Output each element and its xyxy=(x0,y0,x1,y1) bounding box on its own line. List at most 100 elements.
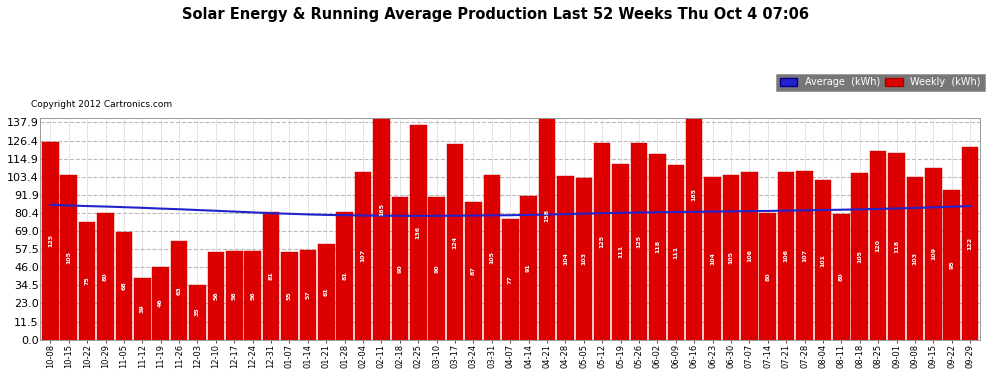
Text: 103: 103 xyxy=(581,252,586,266)
Legend: Average  (kWh), Weekly  (kWh): Average (kWh), Weekly (kWh) xyxy=(776,74,985,92)
Text: 91: 91 xyxy=(526,264,531,272)
Bar xyxy=(318,244,335,340)
Text: 56: 56 xyxy=(214,291,219,300)
Bar xyxy=(851,174,868,340)
Text: 105: 105 xyxy=(489,251,494,264)
Bar xyxy=(870,151,886,340)
Bar xyxy=(888,153,905,340)
Text: 68: 68 xyxy=(122,281,127,290)
Text: 77: 77 xyxy=(508,275,513,284)
Bar xyxy=(943,189,960,340)
Bar xyxy=(281,252,298,340)
Bar xyxy=(152,267,169,340)
Text: 87: 87 xyxy=(471,267,476,275)
Bar xyxy=(171,241,187,340)
Text: 57: 57 xyxy=(305,291,311,299)
Bar xyxy=(483,175,500,340)
Text: 80: 80 xyxy=(765,272,770,280)
Text: 75: 75 xyxy=(84,276,90,285)
Bar xyxy=(189,285,206,340)
Bar xyxy=(796,171,813,340)
Text: 90: 90 xyxy=(435,264,440,273)
Bar xyxy=(79,222,95,340)
Text: 80: 80 xyxy=(839,272,843,281)
Bar xyxy=(502,219,519,340)
Bar xyxy=(521,196,537,340)
Bar xyxy=(631,142,647,340)
Text: 185: 185 xyxy=(692,188,697,201)
Bar xyxy=(262,212,279,340)
Bar xyxy=(594,142,611,340)
Text: 111: 111 xyxy=(618,245,623,258)
Bar xyxy=(134,279,150,340)
Bar xyxy=(778,172,794,340)
Bar xyxy=(925,168,941,340)
Bar xyxy=(759,213,776,340)
Bar xyxy=(446,144,463,340)
Text: 103: 103 xyxy=(913,252,918,265)
Bar xyxy=(465,202,482,340)
Bar xyxy=(649,154,665,340)
Bar xyxy=(226,251,243,340)
Text: 63: 63 xyxy=(176,286,181,294)
Bar xyxy=(429,197,445,340)
Bar xyxy=(97,213,114,340)
Text: 111: 111 xyxy=(673,246,678,259)
Bar xyxy=(354,172,371,340)
Text: 106: 106 xyxy=(784,249,789,262)
Text: 106: 106 xyxy=(746,249,751,262)
Text: 105: 105 xyxy=(729,251,734,264)
Text: 105: 105 xyxy=(66,251,71,264)
Text: 80: 80 xyxy=(103,272,108,281)
Text: 56: 56 xyxy=(232,291,237,300)
Text: 35: 35 xyxy=(195,308,200,316)
Text: 46: 46 xyxy=(158,299,163,307)
Bar xyxy=(907,177,924,340)
Bar xyxy=(667,165,684,340)
Bar xyxy=(539,91,555,340)
Text: 95: 95 xyxy=(949,260,954,269)
Text: 165: 165 xyxy=(379,203,384,216)
Text: Copyright 2012 Cartronics.com: Copyright 2012 Cartronics.com xyxy=(31,100,172,109)
Bar xyxy=(686,49,703,340)
Text: 120: 120 xyxy=(875,239,881,252)
Text: 136: 136 xyxy=(416,226,421,239)
Bar xyxy=(245,251,261,340)
Bar xyxy=(704,177,721,340)
Bar xyxy=(723,175,740,340)
Text: 81: 81 xyxy=(343,272,347,280)
Bar xyxy=(300,250,316,340)
Bar xyxy=(208,252,224,340)
Bar xyxy=(373,80,390,340)
Bar xyxy=(392,197,408,340)
Text: 125: 125 xyxy=(48,234,52,248)
Bar xyxy=(337,212,353,340)
Text: 56: 56 xyxy=(250,291,255,300)
Text: 122: 122 xyxy=(967,237,972,250)
Text: 107: 107 xyxy=(802,249,807,262)
Text: 124: 124 xyxy=(452,236,457,249)
Text: 158: 158 xyxy=(544,209,549,222)
Bar xyxy=(833,214,849,340)
Bar xyxy=(410,125,427,340)
Bar xyxy=(815,180,832,340)
Text: 125: 125 xyxy=(600,235,605,248)
Text: 107: 107 xyxy=(360,249,365,262)
Text: 61: 61 xyxy=(324,287,329,296)
Bar xyxy=(575,178,592,340)
Text: 105: 105 xyxy=(857,250,862,263)
Text: 55: 55 xyxy=(287,292,292,300)
Text: 101: 101 xyxy=(821,254,826,267)
Bar xyxy=(962,147,978,340)
Bar xyxy=(116,232,133,340)
Text: 118: 118 xyxy=(894,240,899,253)
Bar xyxy=(60,175,77,340)
Text: 104: 104 xyxy=(563,252,568,264)
Bar xyxy=(42,142,58,340)
Text: 109: 109 xyxy=(931,247,936,260)
Bar xyxy=(613,164,629,340)
Text: 81: 81 xyxy=(268,271,273,280)
Bar xyxy=(557,177,573,340)
Text: 39: 39 xyxy=(140,304,145,313)
Text: Solar Energy & Running Average Production Last 52 Weeks Thu Oct 4 07:06: Solar Energy & Running Average Productio… xyxy=(181,8,809,22)
